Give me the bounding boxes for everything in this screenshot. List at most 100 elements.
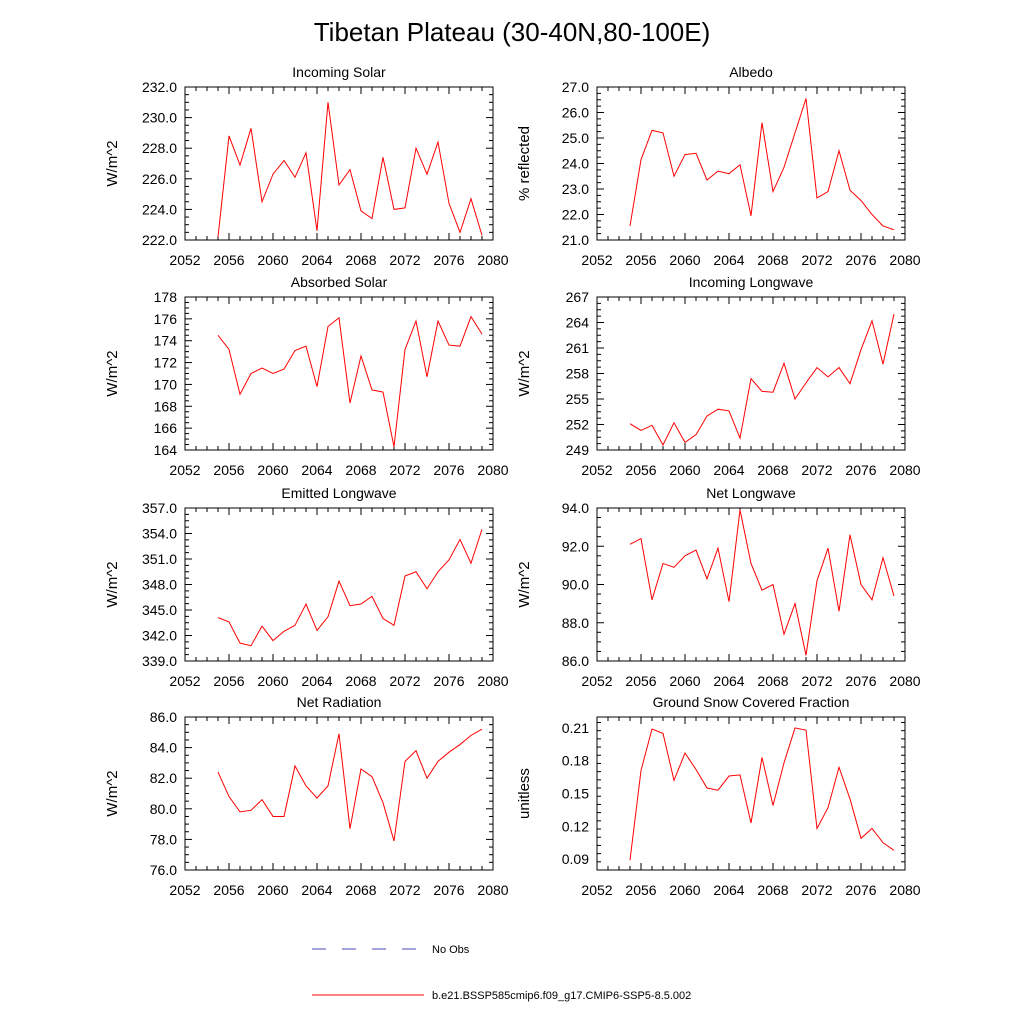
y-tick-label: 261: [566, 340, 590, 356]
panel-5: Net Longwave 2052 2056 2060 2064 2068 2072 2076…: [516, 485, 921, 689]
y-tick-label: 170: [154, 376, 178, 392]
y-tick-label: 164: [154, 442, 178, 458]
panel-title: Emitted Longwave: [281, 485, 396, 501]
y-tick-label: 166: [154, 420, 178, 436]
y-axis-label: W/m^2: [104, 350, 121, 396]
y-tick-label: 345.0: [142, 602, 177, 618]
y-tick-label: 0.12: [562, 818, 589, 834]
x-tick-label: 2060: [257, 462, 288, 478]
y-tick-label: 27.0: [562, 79, 589, 95]
panel-2: Absorbed Solar 2052 2056 2060 2064 2068 2072 20…: [104, 274, 509, 478]
series-line: [629, 98, 895, 231]
x-tick-label: 2052: [581, 673, 612, 689]
series-line: [217, 529, 483, 647]
y-tick-label: 0.09: [562, 851, 589, 867]
panel-3: Incoming Longwave 2052 2056 2060 2064 2068 207…: [516, 274, 921, 478]
y-tick-label: 78.0: [150, 831, 177, 847]
x-tick-label: 2076: [433, 462, 464, 478]
y-tick-label: 92.0: [562, 538, 589, 554]
series-line: [629, 313, 895, 446]
panel-title: Net Longwave: [706, 485, 796, 501]
y-tick-label: 76.0: [150, 862, 177, 878]
x-tick-label: 2080: [889, 252, 920, 268]
x-tick-label: 2072: [389, 252, 420, 268]
y-tick-label: 255: [566, 391, 590, 407]
x-tick-label: 2056: [213, 252, 244, 268]
y-tick-label: 86.0: [150, 709, 177, 725]
y-tick-label: 86.0: [562, 653, 589, 669]
x-tick-label: 2052: [169, 882, 200, 898]
panel-title: Incoming Longwave: [689, 274, 814, 290]
y-tick-label: 222.0: [142, 232, 177, 248]
x-tick-label: 2072: [389, 882, 420, 898]
plot-frame: [596, 716, 906, 871]
x-tick-label: 2072: [801, 673, 832, 689]
x-tick-label: 2056: [213, 673, 244, 689]
x-tick-label: 2076: [433, 252, 464, 268]
y-tick-label: 178: [154, 289, 178, 305]
x-tick-label: 2068: [757, 462, 788, 478]
series-line: [629, 509, 895, 656]
y-tick-label: 0.21: [562, 720, 589, 736]
y-tick-label: 168: [154, 398, 178, 414]
x-tick-label: 2064: [713, 882, 744, 898]
y-tick-label: 172: [154, 355, 178, 371]
panel-title: Albedo: [729, 64, 773, 80]
x-tick-label: 2076: [845, 882, 876, 898]
plot-frame: [596, 86, 906, 241]
x-tick-label: 2060: [257, 673, 288, 689]
panels: Incoming Solar 2052 2056 2060 2064 2068 2072 20…: [104, 64, 921, 898]
series-line: [217, 102, 483, 237]
plot-frame: [184, 86, 494, 241]
series-line: [629, 727, 895, 861]
y-tick-label: 226.0: [142, 171, 177, 187]
x-tick-label: 2052: [581, 462, 612, 478]
x-tick-label: 2076: [433, 673, 464, 689]
x-tick-label: 2056: [625, 252, 656, 268]
x-tick-label: 2072: [801, 462, 832, 478]
y-tick-label: 267: [566, 289, 590, 305]
panel-4: Emitted Longwave 2052 2056 2060 2064 2068 2072…: [104, 485, 509, 689]
x-tick-label: 2072: [389, 462, 420, 478]
y-axis-label: W/m^2: [104, 770, 121, 816]
y-tick-label: 82.0: [150, 770, 177, 786]
panel-title: Net Radiation: [297, 694, 382, 710]
x-tick-label: 2064: [301, 882, 332, 898]
series-line: [217, 728, 483, 842]
x-tick-label: 2060: [257, 882, 288, 898]
x-tick-label: 2080: [477, 882, 508, 898]
x-tick-label: 2068: [345, 673, 376, 689]
y-tick-label: 252: [566, 417, 590, 433]
x-tick-label: 2068: [757, 882, 788, 898]
y-tick-label: 228.0: [142, 140, 177, 156]
y-tick-label: 21.0: [562, 232, 589, 248]
plot-frame: [184, 716, 494, 871]
y-axis-label: W/m^2: [516, 561, 533, 607]
x-tick-label: 2072: [389, 673, 420, 689]
y-tick-label: 26.0: [562, 105, 589, 121]
x-tick-label: 2068: [345, 882, 376, 898]
y-tick-label: 24.0: [562, 156, 589, 172]
y-tick-label: 176: [154, 311, 178, 327]
x-tick-label: 2068: [345, 252, 376, 268]
x-tick-label: 2052: [169, 462, 200, 478]
panel-6: Net Radiation 2052 2056 2060 2064 2068 2072 207…: [104, 694, 509, 898]
y-tick-label: 354.0: [142, 526, 177, 542]
x-tick-label: 2052: [169, 252, 200, 268]
x-tick-label: 2056: [625, 462, 656, 478]
x-tick-label: 2068: [757, 252, 788, 268]
panel-0: Incoming Solar 2052 2056 2060 2064 2068 2072 20…: [104, 64, 509, 268]
y-tick-label: 25.0: [562, 130, 589, 146]
y-tick-label: 230.0: [142, 110, 177, 126]
y-axis-label: unitless: [516, 768, 533, 819]
y-axis-label: % reflected: [516, 126, 533, 201]
x-tick-label: 2056: [213, 882, 244, 898]
plot-frame: [184, 507, 494, 662]
series-line: [217, 315, 483, 447]
x-tick-label: 2060: [669, 252, 700, 268]
panel-title: Absorbed Solar: [291, 274, 388, 290]
y-tick-label: 249: [566, 442, 590, 458]
y-tick-label: 258: [566, 366, 590, 382]
x-tick-label: 2060: [257, 252, 288, 268]
x-tick-label: 2068: [757, 673, 788, 689]
